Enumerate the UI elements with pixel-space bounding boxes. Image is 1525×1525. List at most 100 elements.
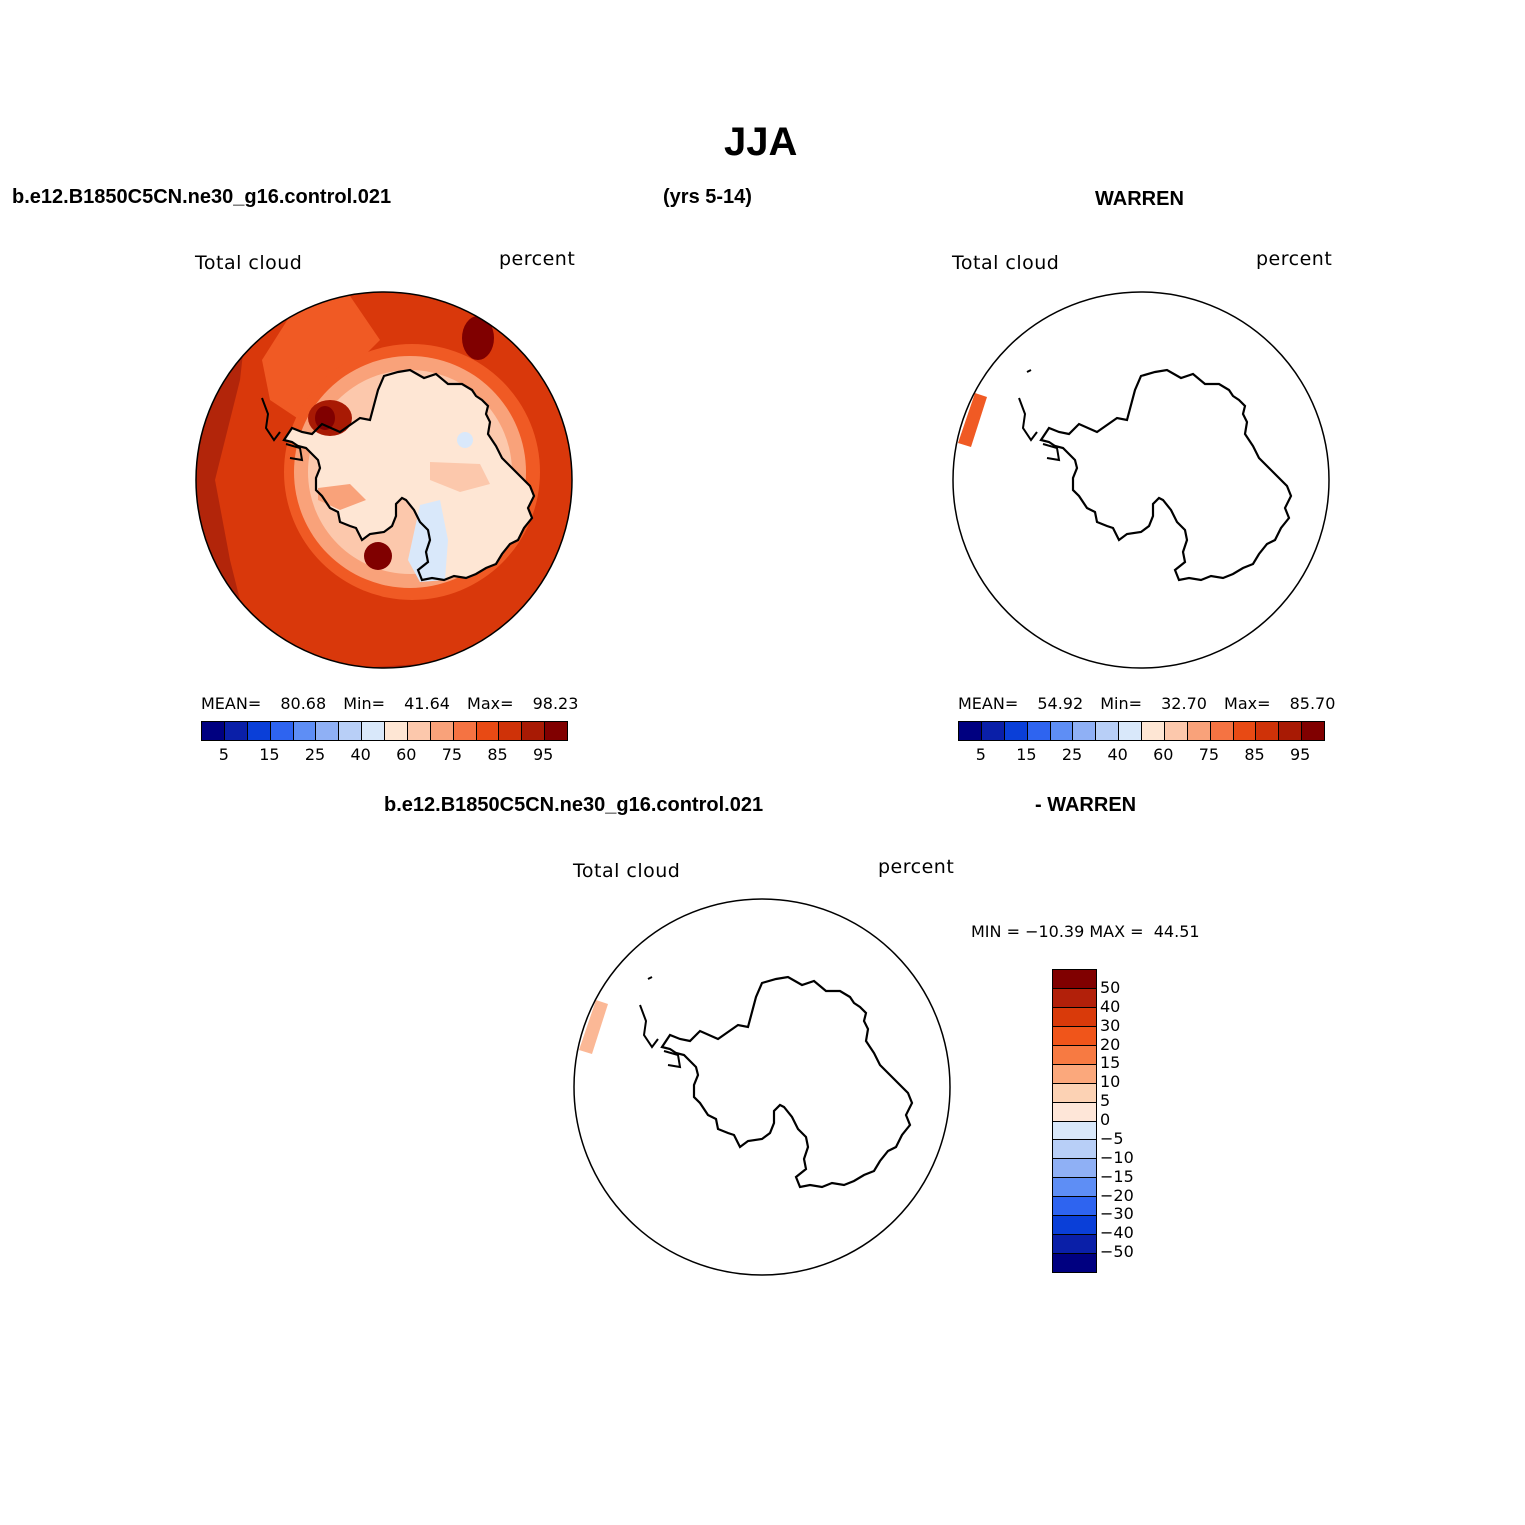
colorbar-tick-label: −20 (1100, 1185, 1134, 1205)
obs-mean-value: 54.92 (1037, 694, 1084, 713)
diff-case-header: b.e12.B1850C5CN.ne30_g16.control.021 (384, 794, 764, 816)
model-min-value: 41.64 (404, 694, 450, 713)
diff-units-label: percent (878, 856, 955, 878)
colorbar-swatch (1053, 1007, 1096, 1027)
colorbar-tick-label: 25 (304, 745, 326, 764)
colorbar-tick-label: 40 (1100, 996, 1121, 1016)
colorbar-swatch (1004, 722, 1028, 740)
model-max-value: 98.23 (532, 694, 579, 713)
colorbar-swatch (1050, 722, 1074, 740)
colorbar-swatch (981, 722, 1005, 740)
colorbar-swatch (1053, 1045, 1096, 1065)
colorbar-swatch (1027, 722, 1051, 740)
model-mean-label: MEAN= (201, 694, 262, 713)
obs-units-label: percent (1256, 248, 1333, 270)
colorbar-swatch (1053, 1140, 1096, 1160)
colorbar-tick-label: −10 (1100, 1147, 1134, 1167)
colorbar-tick-label: 40 (350, 745, 371, 764)
obs-min-value: 32.70 (1161, 694, 1207, 713)
colorbar-swatch (224, 722, 248, 740)
model-colorbar (201, 721, 568, 741)
colorbar-swatch (1233, 722, 1257, 740)
colorbar-tick-label: 50 (1100, 977, 1121, 997)
colorbar-swatch (1053, 1235, 1096, 1255)
figure-title: JJA (724, 120, 798, 164)
colorbar-tick-label: −15 (1100, 1166, 1134, 1186)
colorbar-tick-label: 15 (1100, 1053, 1121, 1073)
obs-data-strip (958, 393, 987, 447)
colorbar-swatch (1053, 1121, 1096, 1141)
colorbar-swatch (1279, 722, 1303, 740)
model-stats: MEAN= 80.68 Min= 41.64 Max= 98.23 (201, 694, 578, 713)
diff-obs-header: - WARREN (1035, 794, 1137, 816)
colorbar-tick-label: 15 (1016, 745, 1037, 764)
colorbar-swatch (1053, 1064, 1096, 1084)
colorbar-tick-label: 95 (1290, 745, 1311, 764)
colorbar-tick-label: 15 (259, 745, 280, 764)
colorbar-swatch (1053, 1083, 1096, 1103)
colorbar-swatch (476, 722, 500, 740)
colorbar-swatch (1053, 1216, 1096, 1236)
diff-range-text: MIN = −10.39 MAX = 44.51 (971, 922, 1200, 941)
colorbar-tick-label: 85 (1244, 745, 1265, 764)
years-header: (yrs 5-14) (663, 186, 752, 208)
colorbar-swatch (270, 722, 294, 740)
colorbar-tick-label: −50 (1100, 1242, 1134, 1262)
colorbar-swatch (430, 722, 454, 740)
obs-name-header: WARREN (1095, 188, 1184, 210)
model-mean-value: 80.68 (280, 694, 327, 713)
colorbar-tick-label: 75 (1198, 745, 1220, 764)
colorbar-swatch (362, 722, 385, 740)
colorbar-tick-label: 10 (1100, 1072, 1121, 1092)
colorbar-swatch (1053, 1026, 1096, 1046)
colorbar-tick-label: 30 (1100, 1015, 1121, 1035)
colorbar-swatch (1187, 722, 1211, 740)
colorbar-swatch (1053, 970, 1096, 989)
colorbar-swatch (522, 722, 546, 740)
obs-map (952, 291, 1330, 669)
obs-stats: MEAN= 54.92 Min= 32.70 Max= 85.70 (958, 694, 1335, 713)
diff-variable-label: Total cloud (573, 860, 681, 882)
colorbar-swatch (202, 722, 225, 740)
colorbar-swatch (1302, 722, 1324, 740)
colorbar-tick-label: 25 (1061, 745, 1083, 764)
colorbar-swatch (407, 722, 431, 740)
colorbar-swatch (385, 722, 408, 740)
obs-variable-label: Total cloud (952, 252, 1060, 274)
colorbar-tick-label: 40 (1107, 745, 1128, 764)
colorbar-tick-label: 85 (487, 745, 508, 764)
model-units-label: percent (499, 248, 576, 270)
colorbar-tick-label: 75 (441, 745, 463, 764)
colorbar-tick-label: 60 (396, 745, 417, 764)
diff-map (573, 898, 951, 1276)
colorbar-swatch (293, 722, 317, 740)
colorbar-swatch (1053, 1178, 1096, 1198)
colorbar-swatch (453, 722, 477, 740)
colorbar-swatch (1073, 722, 1097, 740)
case-name-header: b.e12.B1850C5CN.ne30_g16.control.021 (12, 186, 392, 208)
colorbar-tick-label: 0 (1100, 1110, 1111, 1129)
obs-max-value: 85.70 (1289, 694, 1336, 713)
colorbar-tick-label: −40 (1100, 1223, 1134, 1243)
obs-mean-label: MEAN= (958, 694, 1019, 713)
colorbar-tick-label: −30 (1100, 1204, 1134, 1224)
colorbar-swatch (545, 722, 567, 740)
colorbar-swatch (1053, 1254, 1096, 1272)
colorbar-swatch (1096, 722, 1120, 740)
colorbar-tick-label: 95 (533, 745, 554, 764)
colorbar-tick-label: 5 (975, 745, 986, 764)
colorbar-swatch (1053, 1102, 1096, 1122)
colorbar-swatch (1142, 722, 1165, 740)
colorbar-swatch (959, 722, 982, 740)
colorbar-tick-label: 5 (1100, 1091, 1111, 1111)
colorbar-swatch (1053, 1159, 1096, 1179)
model-variable-label: Total cloud (195, 252, 303, 274)
obs-max-label: Max= (1224, 694, 1271, 713)
colorbar-tick-label: −5 (1100, 1128, 1124, 1148)
colorbar-swatch (316, 722, 340, 740)
colorbar-swatch (339, 722, 363, 740)
obs-min-label: Min= (1100, 694, 1143, 713)
colorbar-swatch (499, 722, 523, 740)
colorbar-swatch (1164, 722, 1188, 740)
